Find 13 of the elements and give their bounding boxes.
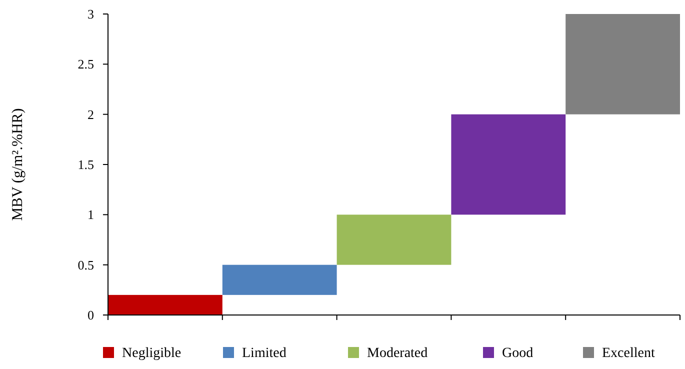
y-tick-label: 1 <box>88 207 94 222</box>
legend-label: Limited <box>242 346 286 361</box>
y-tick-label: 2 <box>88 106 94 122</box>
legend-label: Excellent <box>602 346 655 361</box>
y-tick-label: 1.5 <box>78 157 94 172</box>
y-axis-title: MBV (g/m².%HR) <box>10 108 26 221</box>
legend-label: Good <box>502 346 534 361</box>
y-tick-label: 2.5 <box>78 56 94 72</box>
y-tick-label: 3 <box>88 6 94 22</box>
legend-label: Negligible <box>122 346 182 361</box>
y-tick-label: 0.5 <box>78 257 94 272</box>
legend-label: Moderated <box>367 346 428 361</box>
y-tick-label: 0 <box>88 308 94 323</box>
